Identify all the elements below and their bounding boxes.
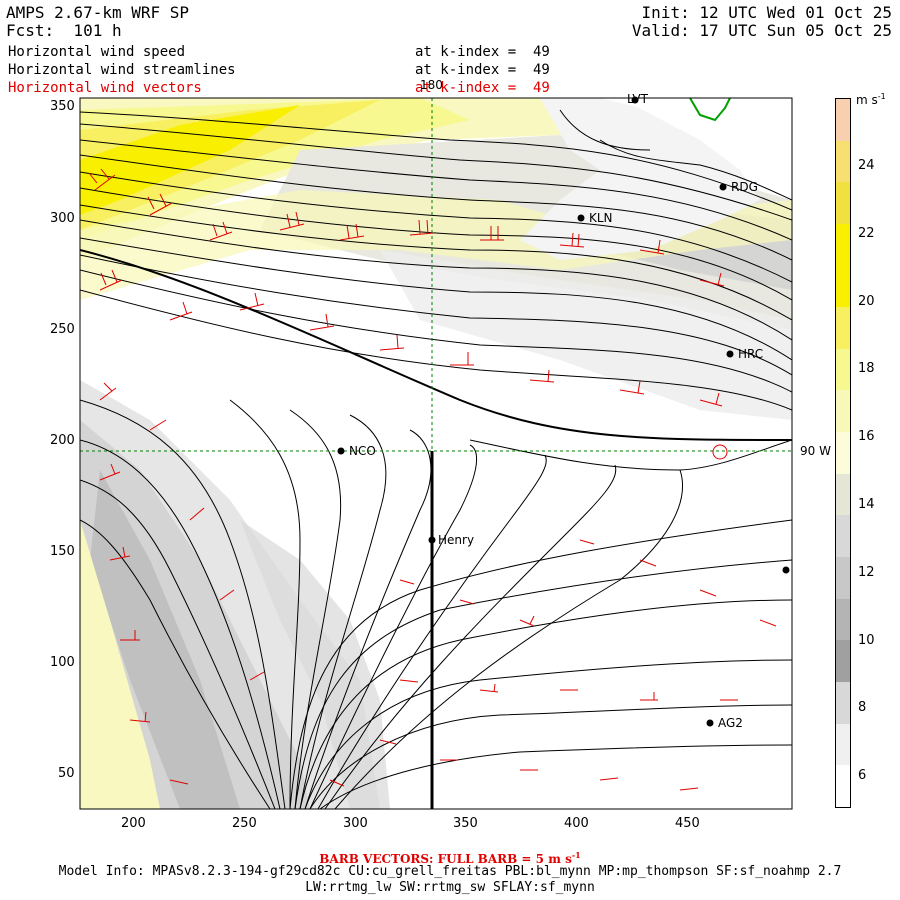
barb-note: BARB VECTORS: FULL BARB = 5 m s-1: [319, 850, 581, 866]
station-label-ag2: AG2: [718, 716, 743, 730]
y-tick-150: 150: [50, 544, 75, 559]
parallel-label: 90 W: [800, 444, 831, 458]
colorbar-label: 22: [858, 225, 875, 241]
colorbar-label: 6: [858, 768, 867, 784]
colorbar-segment: [836, 598, 850, 641]
plot-frame: [79, 97, 793, 810]
colorbar-label: 14: [858, 497, 875, 512]
y-tick-50: 50: [58, 766, 75, 781]
colorbar-segment: [836, 681, 850, 724]
field-name-speed: Horizontal wind speed: [8, 44, 186, 60]
station-label-hrc: HRC: [738, 347, 764, 361]
colorbar-label: 8: [858, 700, 867, 716]
colorbar-label: 18: [858, 361, 875, 377]
colorbar-segment: [836, 473, 850, 516]
colorbar-label: 16: [858, 429, 875, 445]
field-level-streamlines: at k-index = 49: [415, 62, 550, 78]
x-tick-400: 400: [564, 816, 589, 831]
colorbar-segment: [836, 307, 850, 349]
station-dots: [337, 96, 790, 727]
colorbar-segment: [836, 265, 850, 308]
colorbar-segment: [836, 640, 850, 682]
colorbar-unit: m s-1: [856, 92, 886, 107]
y-tick-350: 350: [50, 99, 75, 114]
colorbar-segment: [836, 723, 850, 766]
valid-time: Valid: 17 UTC Sun 05 Oct 25: [631, 21, 892, 40]
streamlines: [80, 109, 792, 809]
x-tick-350: 350: [453, 816, 478, 831]
marker-ring: [712, 444, 728, 460]
y-tick-200: 200: [50, 433, 75, 448]
field-level-vectors: at k-index = 49: [415, 80, 550, 96]
station-label-kln: KLN: [589, 211, 613, 225]
colorbar-segment: [836, 557, 850, 599]
init-time: Init: 12 UTC Wed 01 Oct 25: [641, 3, 892, 22]
colorbar-label: 24: [858, 158, 875, 173]
field-name-streamlines: Horizontal wind streamlines: [8, 62, 236, 78]
y-tick-250: 250: [50, 322, 75, 337]
colorbar-segment: [836, 515, 850, 558]
colorbar-segment: [836, 99, 850, 141]
x-tick-300: 300: [343, 816, 368, 831]
model-title: AMPS 2.67-km WRF SP: [6, 3, 190, 22]
colorbar-label: 10: [858, 632, 875, 648]
forecast-hour: Fcst: 101 h: [6, 21, 122, 40]
station-label-rdg: RDG: [731, 180, 758, 194]
model-info: Model Info: MPASv8.2.3-194-gf29cd82c CU:…: [58, 864, 842, 879]
colorbar-label: 20: [858, 293, 875, 309]
station-label-henry: Henry: [438, 533, 475, 547]
station-label-nco: NCO: [349, 444, 376, 458]
x-tick-250: 250: [232, 816, 257, 831]
field-name-vectors: Horizontal wind vectors: [8, 80, 202, 96]
x-tick-450: 450: [675, 816, 700, 831]
colorbar-segment: [836, 765, 850, 807]
station-label-lvt: LVT: [627, 92, 648, 106]
colorbar: [835, 98, 851, 808]
colorbar-segment: [836, 140, 850, 183]
model-info-2: LW:rrtmg_lw SW:rrtmg_sw SFLAY:sf_mynn: [305, 880, 595, 895]
colorbar-segment: [836, 432, 850, 474]
y-tick-100: 100: [50, 655, 75, 670]
colorbar-segment: [836, 390, 850, 433]
colorbar-segment: [836, 348, 850, 391]
field-level-speed: at k-index = 49: [415, 44, 550, 60]
x-tick-200: 200: [121, 816, 146, 831]
colorbar-segment: [836, 223, 850, 266]
map-shading: [80, 98, 792, 809]
wind-barbs: [88, 168, 777, 791]
colorbar-segment: [836, 182, 850, 224]
meridian-label: 180: [420, 78, 443, 92]
y-tick-300: 300: [50, 211, 75, 226]
colorbar-label: 12: [858, 564, 875, 580]
